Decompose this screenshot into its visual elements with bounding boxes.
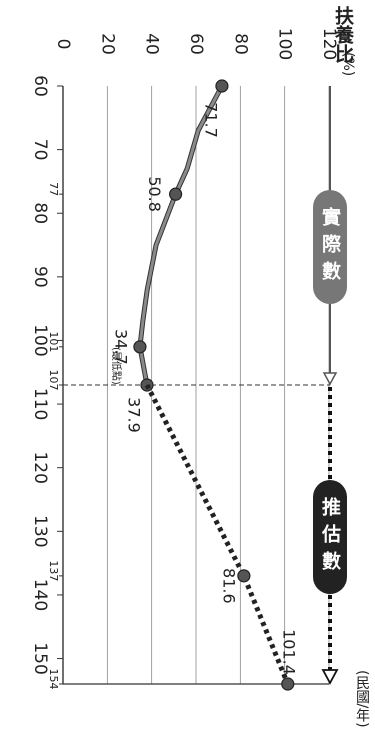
- value-tick-label-120: 120: [319, 28, 339, 60]
- data-label-81-6: 81.6: [219, 568, 238, 604]
- series-0-line: [138, 84, 224, 387]
- data-label-34-7: 34.7: [111, 329, 130, 365]
- series-0-point-3: [169, 187, 183, 201]
- year-tick-label-110: 110: [30, 388, 50, 420]
- year-minor-tick-label-77: 77: [47, 182, 60, 196]
- actual-timeline-arrowhead: [322, 372, 338, 386]
- data-label-71-7: 71.7: [201, 102, 220, 138]
- year-tick-label-100: 100: [30, 324, 50, 356]
- year-tick-label-90: 90: [30, 266, 50, 288]
- year-minor-tick-label-154: 154: [47, 669, 60, 690]
- legend-actual-label: 實際數: [313, 190, 347, 304]
- data-label-101-4: 101.4: [279, 629, 298, 675]
- series-1-point-2: [281, 677, 295, 691]
- series-1-line: [144, 383, 291, 685]
- year-tick-label-150: 150: [30, 642, 50, 674]
- series-1-point-1: [237, 569, 251, 583]
- value-tick-label-0: 0: [53, 39, 73, 50]
- label-layer: 0 20 40 60 80 100 120 60 70 80 90 100 110 120 130 140 15…: [30, 28, 339, 690]
- projected-timeline-arrowhead: [321, 669, 339, 685]
- year-tick-label-80: 80: [30, 202, 50, 224]
- year-tick-label-120: 120: [30, 451, 50, 483]
- value-tick-label-20: 20: [97, 33, 117, 55]
- series-0-point-7: [133, 340, 147, 354]
- year-minor-tick-label-107: 107: [47, 370, 60, 391]
- year-tick-label-60: 60: [30, 75, 50, 97]
- value-tick-label-40: 40: [142, 33, 162, 55]
- series-layer: [133, 79, 295, 691]
- year-minor-tick-label-137: 137: [47, 560, 60, 581]
- value-tick-label-100: 100: [275, 28, 295, 60]
- year-minor-tick-label-101: 101: [47, 331, 60, 352]
- y-axis-unit: (%): [340, 52, 356, 77]
- value-tick-label-80: 80: [230, 33, 250, 55]
- value-tick-label-60: 60: [186, 33, 206, 55]
- year-tick-label-130: 130: [30, 515, 50, 547]
- annotation-lowest-point: (最低點): [110, 347, 123, 385]
- legend-projected-label: 推估數: [313, 480, 347, 594]
- data-label-50-8: 50.8: [145, 176, 164, 212]
- data-label-37-9: 37.9: [125, 397, 144, 433]
- year-tick-label-70: 70: [30, 139, 50, 161]
- y-axis-label: 扶養比: [332, 6, 354, 63]
- year-tick-label-140: 140: [30, 579, 50, 611]
- x-axis-label: (民國/年): [354, 670, 370, 728]
- grid-layer: [57, 85, 330, 685]
- series-0-point-0: [215, 79, 229, 93]
